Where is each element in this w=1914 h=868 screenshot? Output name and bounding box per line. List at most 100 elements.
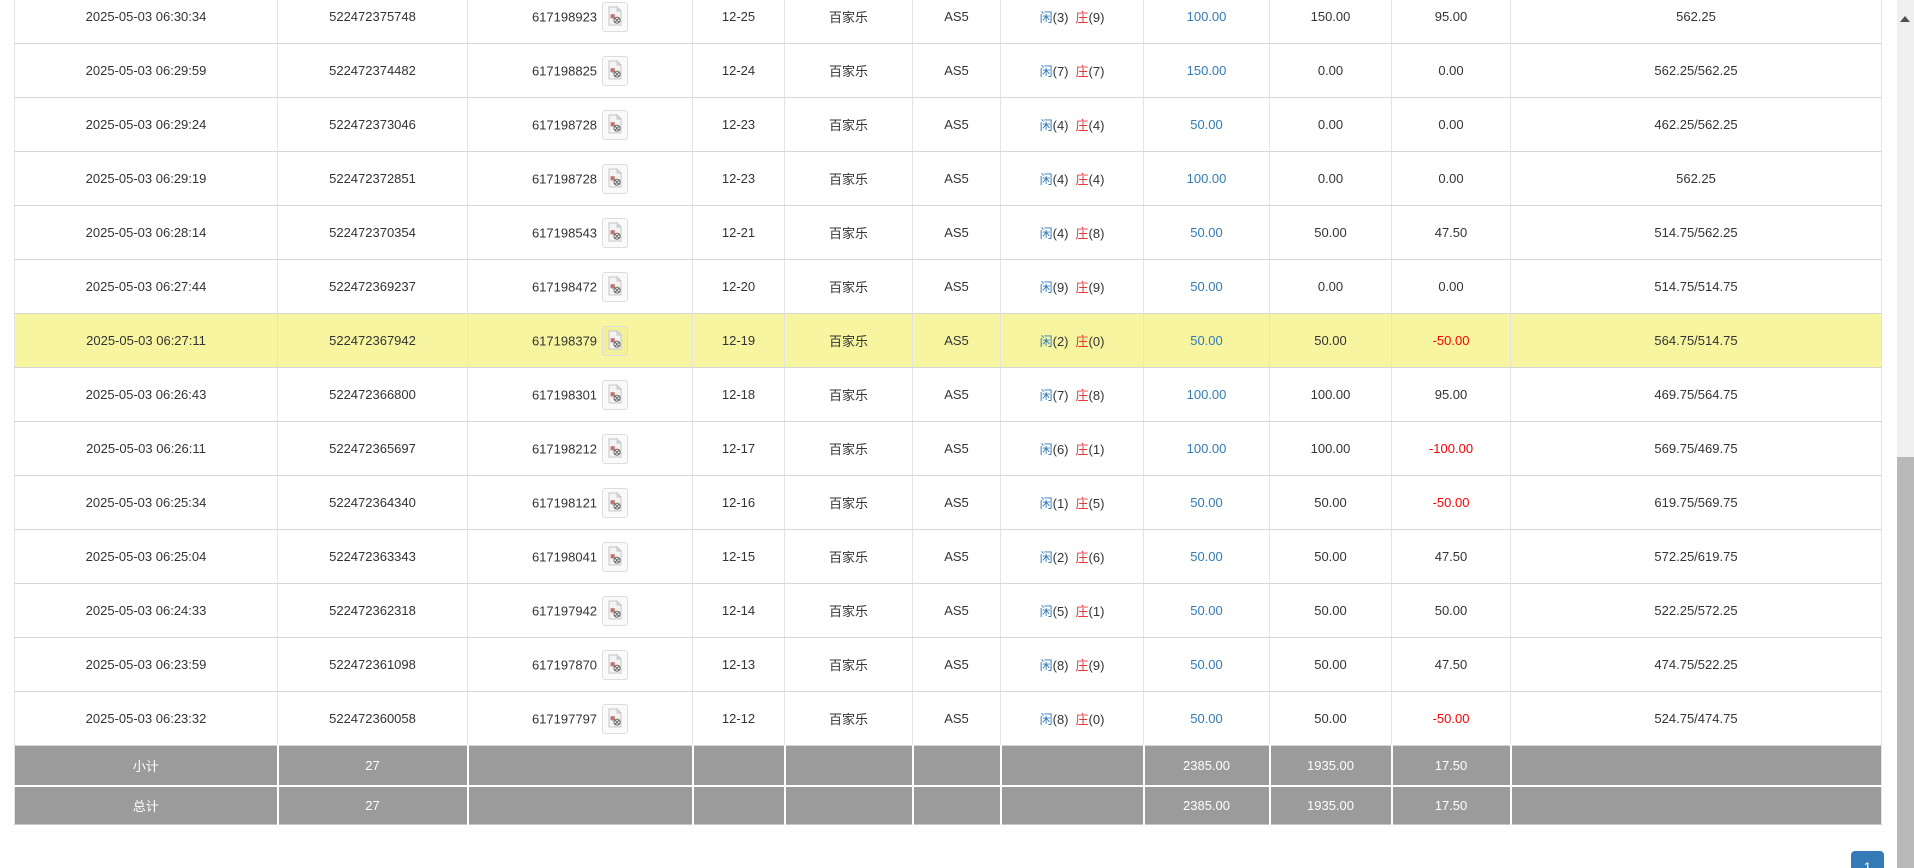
player-label: 闲 <box>1039 226 1053 241</box>
cell-win-loss: 95.00 <box>1391 367 1511 422</box>
cell-round: 12-14 <box>692 583 785 638</box>
table-row[interactable]: 2025-05-03 06:27:44 522472369237 6171984… <box>14 259 1882 314</box>
cell-table-name: AS5 <box>912 421 1001 476</box>
cell-bet-id: 522472375748 <box>277 0 468 44</box>
table-row[interactable]: 2025-05-03 06:23:59 522472361098 6171978… <box>14 637 1882 692</box>
cell-round: 12-24 <box>692 43 785 98</box>
table-row[interactable]: 2025-05-03 06:24:33 522472362318 6171979… <box>14 583 1882 638</box>
table-row[interactable]: 2025-05-03 06:27:11 522472367942 6171983… <box>14 313 1882 368</box>
bet-amount-link[interactable]: 100.00 <box>1186 387 1227 402</box>
table-row[interactable]: 2025-05-03 06:25:34 522472364340 6171981… <box>14 475 1882 530</box>
player-label: 闲 <box>1039 712 1053 727</box>
cell-bet-id: 522472364340 <box>277 475 468 530</box>
summary-empty-balance <box>1510 786 1882 825</box>
video-icon[interactable] <box>602 541 629 572</box>
player-points: (4) <box>1052 226 1069 241</box>
summary-empty-game-no <box>467 745 694 787</box>
video-icon[interactable] <box>602 55 629 86</box>
video-icon[interactable] <box>602 109 629 140</box>
video-icon[interactable] <box>602 433 629 464</box>
table-row[interactable]: 2025-05-03 06:30:34 522472375748 6171989… <box>14 0 1882 44</box>
cell-win-loss: 47.50 <box>1391 529 1511 584</box>
cell-bet-amount: 100.00 <box>1143 151 1270 206</box>
cell-game-no: 617197870 <box>467 637 693 692</box>
bet-amount-link[interactable]: 50.00 <box>1190 333 1223 348</box>
banker-label: 庄 <box>1075 64 1089 79</box>
cell-win-loss: 0.00 <box>1391 43 1511 98</box>
video-icon[interactable] <box>602 217 629 248</box>
summary-empty-game-name <box>784 745 914 787</box>
bet-amount-link[interactable]: 100.00 <box>1186 441 1227 456</box>
bet-amount-link[interactable]: 100.00 <box>1186 9 1227 24</box>
banker-points: (0) <box>1088 712 1105 727</box>
cell-time: 2025-05-03 06:29:19 <box>14 151 278 206</box>
summary-valid-amount: 1935.00 <box>1269 745 1393 787</box>
bet-amount-link[interactable]: 50.00 <box>1190 117 1223 132</box>
cell-balance: 514.75/514.75 <box>1510 259 1882 314</box>
page-1-button[interactable]: 1 <box>1851 851 1884 868</box>
cell-bet-amount: 100.00 <box>1143 367 1270 422</box>
summary-empty-game-name <box>784 786 914 825</box>
table-row[interactable]: 2025-05-03 06:23:32 522472360058 6171977… <box>14 691 1882 746</box>
table-row[interactable]: 2025-05-03 06:29:59 522472374482 6171988… <box>14 43 1882 98</box>
video-icon[interactable] <box>602 163 629 194</box>
table-row[interactable]: 2025-05-03 06:29:19 522472372851 6171987… <box>14 151 1882 206</box>
bet-amount-link[interactable]: 50.00 <box>1190 495 1223 510</box>
scrollbar[interactable] <box>1897 0 1914 868</box>
video-icon[interactable] <box>602 595 629 626</box>
table-row[interactable]: 2025-05-03 06:29:24 522472373046 6171987… <box>14 97 1882 152</box>
cell-result: 闲(3) 庄(9) <box>1000 0 1144 44</box>
player-points: (5) <box>1052 604 1069 619</box>
cell-bet-amount: 50.00 <box>1143 637 1270 692</box>
banker-points: (7) <box>1088 64 1105 79</box>
player-points: (4) <box>1052 172 1069 187</box>
banker-label: 庄 <box>1075 550 1089 565</box>
scroll-up-arrow-button[interactable] <box>1897 12 1914 26</box>
cell-balance: 564.75/514.75 <box>1510 313 1882 368</box>
banker-label: 庄 <box>1075 226 1089 241</box>
video-icon[interactable] <box>602 703 629 734</box>
video-icon[interactable] <box>602 325 629 356</box>
cell-valid-amount: 50.00 <box>1269 475 1392 530</box>
bet-amount-link[interactable]: 50.00 <box>1190 225 1223 240</box>
cell-win-loss: -50.00 <box>1391 475 1511 530</box>
bet-amount-link[interactable]: 50.00 <box>1190 603 1223 618</box>
banker-points: (4) <box>1088 172 1105 187</box>
cell-game-name: 百家乐 <box>784 421 913 476</box>
summary-bet-amount: 2385.00 <box>1143 745 1271 787</box>
summary-count: 27 <box>277 745 469 787</box>
cell-result: 闲(8) 庄(9) <box>1000 637 1144 692</box>
cell-bet-amount: 50.00 <box>1143 97 1270 152</box>
table-row[interactable]: 2025-05-03 06:25:04 522472363343 6171980… <box>14 529 1882 584</box>
cell-valid-amount: 50.00 <box>1269 583 1392 638</box>
table-row[interactable]: 2025-05-03 06:26:43 522472366800 6171983… <box>14 367 1882 422</box>
cell-round: 12-15 <box>692 529 785 584</box>
cell-win-loss: 0.00 <box>1391 97 1511 152</box>
video-icon[interactable] <box>602 379 629 410</box>
cell-valid-amount: 50.00 <box>1269 529 1392 584</box>
bet-amount-link[interactable]: 50.00 <box>1190 279 1223 294</box>
cell-bet-id: 522472366800 <box>277 367 468 422</box>
cell-time: 2025-05-03 06:23:32 <box>14 691 278 746</box>
video-icon[interactable] <box>602 649 629 680</box>
table-row[interactable]: 2025-05-03 06:26:11 522472365697 6171982… <box>14 421 1882 476</box>
cell-game-name: 百家乐 <box>784 43 913 98</box>
video-icon[interactable] <box>602 487 629 518</box>
table-row[interactable]: 2025-05-03 06:28:14 522472370354 6171985… <box>14 205 1882 260</box>
banker-points: (6) <box>1088 550 1105 565</box>
bet-amount-link[interactable]: 150.00 <box>1186 63 1227 78</box>
banker-label: 庄 <box>1075 604 1089 619</box>
bet-amount-link[interactable]: 100.00 <box>1186 171 1227 186</box>
game-no-text: 617197870 <box>531 657 598 672</box>
scroll-thumb[interactable] <box>1897 457 1914 868</box>
bet-amount-link[interactable]: 50.00 <box>1190 549 1223 564</box>
video-icon[interactable] <box>602 1 629 32</box>
video-icon[interactable] <box>602 271 629 302</box>
cell-game-no: 617198825 <box>467 43 693 98</box>
bet-amount-link[interactable]: 50.00 <box>1190 657 1223 672</box>
cell-win-loss: 0.00 <box>1391 259 1511 314</box>
cell-bet-id: 522472369237 <box>277 259 468 314</box>
bet-amount-link[interactable]: 50.00 <box>1190 711 1223 726</box>
cell-result: 闲(6) 庄(1) <box>1000 421 1144 476</box>
